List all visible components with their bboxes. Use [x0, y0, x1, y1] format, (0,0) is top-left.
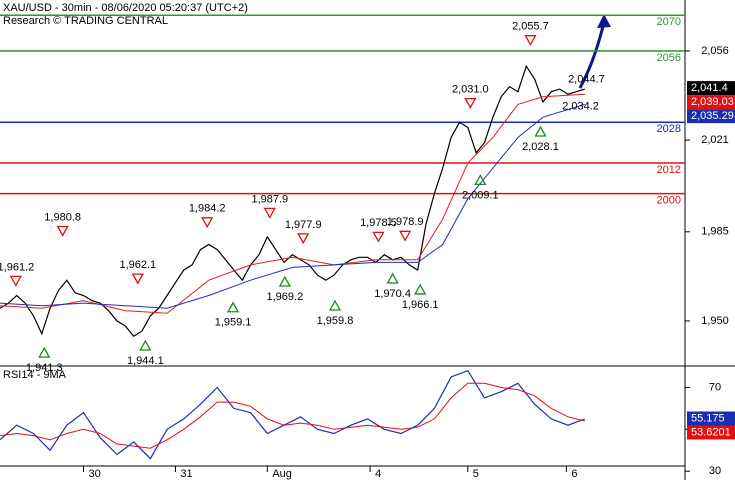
low-marker	[534, 125, 547, 137]
low-marker	[278, 275, 291, 287]
high-marker	[263, 207, 276, 219]
low-label: 1,966.1	[402, 299, 439, 311]
title: XAU/USD - 30min - 08/06/2020 05:20:37 (U…	[3, 2, 248, 14]
high-marker	[297, 233, 310, 245]
price-tag	[687, 81, 735, 96]
high-marker	[56, 225, 69, 237]
high-label: 1,984.2	[189, 203, 226, 215]
high-label: 1,980.8	[44, 211, 81, 223]
x-tick-label: 30	[89, 468, 101, 480]
y-tick-label: 30	[709, 465, 721, 477]
low-marker	[226, 301, 240, 313]
annotation: 2,034.2	[562, 100, 599, 112]
rsi-title: RSI14 - 9MA	[3, 369, 67, 381]
high-marker	[131, 273, 144, 285]
forecast-arrowhead	[597, 14, 611, 28]
x-tick-label: 31	[180, 468, 192, 480]
y-tick-label: 2,021	[701, 134, 729, 146]
high-marker	[524, 35, 537, 47]
series-line	[0, 64, 585, 337]
y-tick-label: 1,985	[701, 226, 729, 238]
price-tag-label: 53.6201	[691, 426, 731, 438]
low-label: 1,944.1	[127, 355, 164, 367]
low-marker	[386, 272, 399, 284]
high-label: 1,962.1	[119, 259, 156, 271]
low-label: 2,028.1	[522, 141, 559, 153]
x-tick-label: 6	[571, 468, 577, 480]
series-line	[0, 103, 585, 309]
high-marker	[372, 231, 385, 243]
high-marker	[399, 230, 412, 242]
high-marker	[464, 97, 477, 109]
x-tick-label: 4	[375, 468, 381, 480]
level-label: 2012	[657, 164, 681, 176]
series-line	[0, 382, 585, 449]
low-label: 1,941.3	[26, 362, 63, 374]
high-marker	[201, 217, 214, 229]
level-label: 2070	[657, 16, 681, 28]
price-tag	[687, 425, 735, 440]
high-label: 1,987.9	[251, 193, 288, 205]
high-label: 1,977.9	[285, 219, 322, 231]
annotation: 2,044.7	[568, 74, 605, 86]
y-tick-label: 2,056	[701, 45, 729, 57]
level-label: 2056	[657, 52, 681, 64]
low-marker	[139, 339, 152, 351]
low-marker	[328, 299, 342, 311]
x-tick-label: 5	[473, 468, 479, 480]
low-marker	[414, 283, 427, 295]
low-label: 1,959.8	[317, 315, 354, 327]
low-label: 1,970.4	[374, 288, 411, 300]
price-tag	[687, 109, 735, 124]
subtitle: Research © TRADING CENTRAL	[3, 15, 168, 27]
y-tick-label: 1,950	[701, 315, 729, 327]
low-label: 1,959.1	[215, 317, 252, 329]
x-tick-label: Aug	[272, 468, 292, 480]
price-tag	[687, 411, 735, 426]
high-label: 1,961.2	[0, 261, 34, 273]
low-label: 1,969.2	[267, 291, 304, 303]
y-tick-label: 70	[709, 381, 721, 393]
low-marker	[474, 174, 487, 186]
price-tag-label: 2,039.03	[691, 96, 734, 108]
low-marker	[38, 346, 51, 358]
price-tag	[687, 95, 735, 110]
level-label: 2000	[657, 194, 681, 206]
high-label: 2,055.7	[512, 21, 549, 33]
high-label: 1,978.9	[387, 216, 424, 228]
price-tag-label: 2,035.29	[691, 110, 734, 122]
forecast-arrow	[578, 21, 606, 89]
price-tag-label: 2,041.4	[691, 82, 728, 94]
high-label: 1,978.5	[360, 217, 397, 229]
high-marker	[9, 275, 22, 287]
level-label: 2028	[657, 123, 681, 135]
low-label: 2,009.1	[462, 189, 499, 201]
series-line	[0, 369, 586, 460]
price-tag-label: 55.175	[691, 412, 725, 424]
high-label: 2,031.0	[452, 84, 489, 96]
